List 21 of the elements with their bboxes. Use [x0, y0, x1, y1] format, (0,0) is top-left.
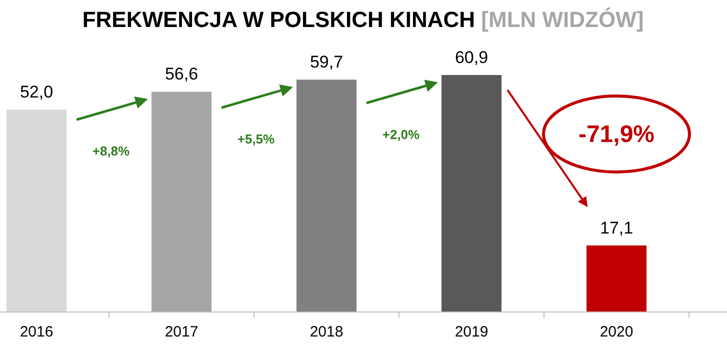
x-tick-label: 2018	[310, 324, 344, 341]
annotation: +8,8%	[92, 144, 130, 159]
data-label: 59,7	[310, 52, 344, 72]
data-label: 56,6	[164, 64, 198, 84]
bar	[6, 110, 67, 312]
x-tick-label: 2020	[600, 324, 634, 341]
bar	[151, 92, 212, 312]
data-label: 17,1	[600, 218, 634, 238]
chart-subtitle: [MLN WIDZÓW]	[475, 7, 644, 32]
x-tick-label: 2017	[164, 324, 198, 341]
data-label: 52,0	[20, 82, 54, 102]
x-tick-label: 2016	[20, 324, 54, 341]
bar	[296, 80, 357, 312]
bar	[586, 245, 647, 312]
x-tick-label: 2019	[454, 324, 488, 341]
chart-title: FREKWENCJA W POLSKICH KINACH	[82, 7, 476, 32]
annotation: +2,0%	[382, 127, 420, 142]
annotation: -71,9%	[578, 121, 655, 148]
bar	[441, 75, 502, 312]
data-label: 60,9	[454, 48, 488, 67]
annotation: +5,5%	[237, 132, 276, 147]
